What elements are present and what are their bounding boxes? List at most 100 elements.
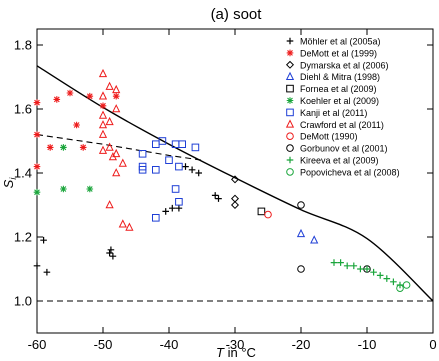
point-m-hler-et-al-2005a bbox=[109, 252, 117, 260]
point-kanji-et-al-2011 bbox=[178, 140, 186, 148]
point-kanji-et-al-2011 bbox=[191, 143, 200, 152]
point-demott-1990 bbox=[264, 210, 272, 219]
point-kanji-et-al-2011 bbox=[175, 162, 183, 171]
point-demott-et-al-1999 bbox=[53, 96, 61, 103]
legend-marker-crawford-et-al-2011 bbox=[285, 119, 295, 128]
legend-marker-diehl-mitra-1998 bbox=[285, 71, 295, 80]
legend-marker-kanji-et-al-2011 bbox=[286, 108, 294, 117]
legend-label: DeMott (1990) bbox=[300, 132, 358, 142]
point-demott-et-al-1999 bbox=[33, 99, 41, 106]
point-crawford-et-al-2011 bbox=[105, 142, 114, 151]
point-crawford-et-al-2011 bbox=[118, 158, 127, 167]
point-koehler-et-al-2009 bbox=[60, 144, 67, 151]
legend-label: Kanji et al (2011) bbox=[300, 108, 367, 118]
legend-label: Diehl & Mitra (1998) bbox=[300, 72, 380, 82]
point-crawford-et-al-2011 bbox=[98, 91, 108, 100]
legend-marker-m-hler-et-al-2005a bbox=[286, 37, 294, 45]
dashed-reference-line bbox=[36, 134, 203, 161]
point-kireeva-et-al-2009 bbox=[343, 262, 351, 270]
point-koehler-et-al-2009 bbox=[86, 185, 94, 193]
x-tick-label: -40 bbox=[160, 337, 179, 352]
point-kireeva-et-al-2009 bbox=[330, 259, 338, 266]
point-crawford-et-al-2011 bbox=[112, 84, 121, 94]
point-crawford-et-al-2011 bbox=[105, 81, 114, 90]
point-crawford-et-al-2011 bbox=[112, 148, 121, 158]
point-demott-et-al-1999 bbox=[112, 92, 120, 100]
point-crawford-et-al-2011 bbox=[98, 120, 108, 129]
y-tick-label: 1.0 bbox=[14, 294, 32, 309]
legend-label: Popovicheva et al (2008) bbox=[300, 167, 400, 177]
point-demott-et-al-1999 bbox=[66, 89, 74, 97]
y-tick-label: 1.4 bbox=[14, 166, 32, 181]
point-dymarska-et-al-2006 bbox=[230, 194, 240, 203]
point-popovicheva-et-al-2008 bbox=[402, 281, 411, 289]
point-kireeva-et-al-2009 bbox=[363, 265, 371, 273]
legend-marker-fornea-et-al-2009 bbox=[286, 84, 294, 93]
point-kireeva-et-al-2009 bbox=[370, 268, 377, 276]
point-kanji-et-al-2011 bbox=[171, 185, 180, 193]
point-m-hler-et-al-2005a bbox=[175, 204, 183, 212]
point-demott-et-al-1999 bbox=[73, 121, 80, 129]
x-tick-label: -30 bbox=[226, 337, 245, 352]
point-m-hler-et-al-2005a bbox=[182, 163, 189, 170]
x-tick-label: -50 bbox=[94, 337, 113, 352]
legend-label: Möhler et al (2005a) bbox=[300, 37, 381, 47]
legend-label: DeMott et al (1999) bbox=[300, 48, 377, 58]
point-kanji-et-al-2011 bbox=[165, 156, 173, 164]
legend-marker-popovicheva-et-al-2008 bbox=[286, 168, 294, 176]
legend-label: Gorbunov et al (2001) bbox=[300, 144, 388, 154]
point-dymarska-et-al-2006 bbox=[230, 200, 240, 210]
legend-marker-demott-et-al-1999 bbox=[286, 49, 294, 57]
point-crawford-et-al-2011 bbox=[105, 116, 114, 126]
legend-label: Dymarska et al (2006) bbox=[300, 60, 389, 70]
data-points bbox=[33, 68, 411, 293]
point-m-hler-et-al-2005a bbox=[215, 195, 222, 202]
point-diehl-mitra-1998 bbox=[310, 235, 319, 244]
legend-marker-dymarska-et-al-2006 bbox=[285, 60, 295, 69]
point-gorbunov-et-al-2001 bbox=[297, 265, 305, 273]
point-kanji-et-al-2011 bbox=[152, 140, 160, 148]
legend-label: Fornea et al (2009) bbox=[300, 84, 377, 94]
point-crawford-et-al-2011 bbox=[98, 129, 108, 138]
point-crawford-et-al-2011 bbox=[98, 68, 108, 78]
point-kanji-et-al-2011 bbox=[152, 214, 160, 222]
point-kireeva-et-al-2009 bbox=[390, 278, 397, 286]
point-m-hler-et-al-2005a bbox=[43, 268, 51, 276]
point-demott-et-al-1999 bbox=[46, 144, 54, 151]
point-kanji-et-al-2011 bbox=[138, 166, 147, 174]
point-crawford-et-al-2011 bbox=[108, 152, 118, 161]
chart-title: (a) soot bbox=[211, 6, 263, 23]
y-axis-label: Si bbox=[1, 177, 18, 189]
legend-marker-koehler-et-al-2009 bbox=[286, 97, 294, 104]
legend-label: Koehler et al (2009) bbox=[300, 96, 379, 106]
x-tick-label: 0 bbox=[429, 337, 436, 352]
point-m-hler-et-al-2005a bbox=[106, 249, 113, 257]
point-diehl-mitra-1998 bbox=[296, 228, 306, 238]
axis-ticks: -60 -50 -40 -30 -20 -10 0 1.0 1.2 1.4 1.6 1.8 bbox=[14, 29, 437, 352]
point-kanji-et-al-2011 bbox=[138, 150, 147, 158]
point-demott-et-al-1999 bbox=[33, 163, 41, 170]
point-crawford-et-al-2011 bbox=[125, 222, 134, 231]
legend-label: Kireeva et al (2009) bbox=[300, 156, 379, 166]
y-axis-label-variable: S bbox=[1, 179, 16, 188]
y-tick-label: 1.2 bbox=[14, 230, 32, 245]
point-koehler-et-al-2009 bbox=[33, 188, 41, 196]
point-demott-et-al-1999 bbox=[33, 131, 41, 138]
point-demott-et-al-1999 bbox=[99, 102, 107, 110]
point-crawford-et-al-2011 bbox=[112, 168, 121, 177]
point-m-hler-et-al-2005a bbox=[195, 169, 202, 177]
x-axis-label-unit: in °C bbox=[224, 345, 256, 360]
point-m-hler-et-al-2005a bbox=[169, 204, 176, 212]
point-m-hler-et-al-2005a bbox=[188, 166, 196, 174]
point-koehler-et-al-2009 bbox=[60, 185, 67, 193]
x-tick-label: -60 bbox=[28, 337, 47, 352]
point-crawford-et-al-2011 bbox=[118, 219, 127, 228]
point-fornea-et-al-2009 bbox=[257, 207, 266, 216]
point-kanji-et-al-2011 bbox=[152, 166, 160, 174]
point-crawford-et-al-2011 bbox=[112, 104, 121, 113]
point-m-hler-et-al-2005a bbox=[33, 262, 41, 270]
x-axis-label: T in °C bbox=[216, 345, 256, 360]
point-kireeva-et-al-2009 bbox=[376, 272, 384, 279]
